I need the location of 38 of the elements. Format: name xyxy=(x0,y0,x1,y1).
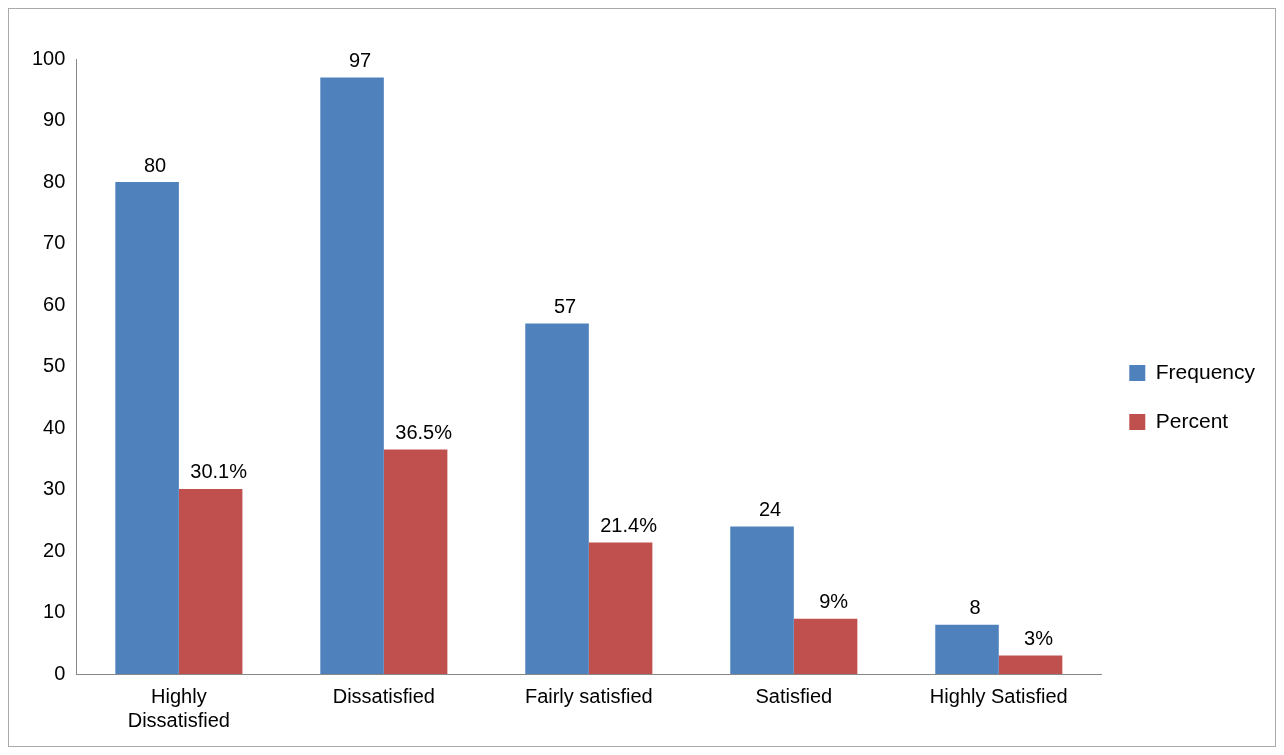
bar xyxy=(178,488,243,674)
data-label: 3% xyxy=(1024,627,1054,650)
data-label: 36.5% xyxy=(395,421,453,444)
bar xyxy=(588,542,653,674)
bar xyxy=(730,526,794,674)
data-label: 8 xyxy=(969,596,981,619)
y-tick-label: 10 xyxy=(43,600,66,623)
x-tick-label: Highly Satisfied xyxy=(929,684,1068,707)
bar xyxy=(793,618,858,674)
bar xyxy=(320,77,384,674)
x-tick-label: Highly Dissatisfied xyxy=(127,684,230,731)
x-tick-label: Dissatisfied xyxy=(332,684,435,707)
data-label: 57 xyxy=(553,294,577,317)
x-tick-label: Fairly satisfied xyxy=(524,684,653,707)
bar xyxy=(935,624,999,674)
bar xyxy=(998,655,1063,674)
data-label: 24 xyxy=(758,497,782,520)
bar xyxy=(115,182,179,674)
y-tick-label: 40 xyxy=(43,415,66,438)
y-tick-label: 0 xyxy=(54,661,66,684)
bar xyxy=(383,449,448,674)
legend-label: Percent xyxy=(1155,408,1229,432)
y-tick-label: 70 xyxy=(43,231,66,254)
y-tick-label: 50 xyxy=(43,354,66,377)
y-tick-label: 30 xyxy=(43,477,66,500)
y-tick-label: 20 xyxy=(43,538,66,561)
x-tick-label: Satisfied xyxy=(755,684,833,707)
y-tick-label: 60 xyxy=(43,292,66,315)
y-tick-label: 80 xyxy=(43,169,66,192)
data-label: 30.1% xyxy=(190,460,248,483)
y-tick-label: 100 xyxy=(31,46,66,69)
y-tick-label: 90 xyxy=(43,108,66,131)
data-label: 21.4% xyxy=(600,513,658,536)
data-label: 80 xyxy=(143,153,167,176)
legend-label: Frequency xyxy=(1155,359,1256,383)
bar xyxy=(525,323,589,674)
data-label: 97 xyxy=(348,48,372,71)
data-label: 9% xyxy=(819,590,849,613)
